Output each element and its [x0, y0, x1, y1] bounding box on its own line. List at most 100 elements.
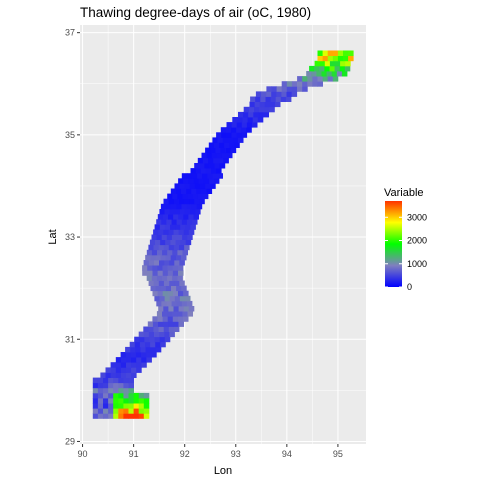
- heatmap-cell: [190, 168, 196, 174]
- heatmap-cell: [329, 65, 335, 72]
- heatmap-cell: [327, 76, 334, 82]
- heatmap-cell: [336, 71, 343, 77]
- heatmap-cell: [152, 265, 158, 271]
- heatmap-cell: [220, 127, 227, 133]
- heatmap-cell: [198, 178, 205, 184]
- heatmap-cell: [133, 403, 140, 409]
- heatmap-cell: [257, 117, 264, 123]
- heatmap-cell: [269, 101, 276, 108]
- heatmap-cell: [131, 362, 137, 368]
- heatmap-cell: [159, 209, 165, 215]
- heatmap-cell: [120, 372, 127, 378]
- heatmap-cell: [143, 260, 150, 266]
- heatmap-cell: [186, 173, 193, 179]
- heatmap-cell: [120, 362, 127, 368]
- heatmap-cell: [329, 60, 336, 67]
- heatmap-cell: [92, 377, 99, 384]
- heatmap-cell: [97, 392, 104, 399]
- heatmap-cell: [123, 377, 129, 384]
- heatmap-cell: [191, 203, 198, 210]
- heatmap-cell: [143, 413, 150, 419]
- heatmap-cell: [176, 285, 182, 292]
- heatmap-cell: [161, 219, 167, 225]
- heatmap-cell: [134, 341, 141, 348]
- heatmap-cell: [226, 122, 232, 128]
- heatmap-cell: [213, 178, 220, 184]
- heatmap-cell: [179, 260, 185, 266]
- heatmap-cell: [192, 193, 199, 200]
- heatmap-cell: [128, 398, 134, 404]
- heatmap-cell: [92, 382, 99, 389]
- heatmap-cell: [225, 127, 232, 133]
- heatmap-cell: [153, 326, 159, 332]
- heatmap-cell: [171, 300, 178, 307]
- heatmap-cell: [164, 295, 171, 302]
- heatmap-cell: [186, 188, 192, 194]
- heatmap-cell: [221, 132, 227, 138]
- heatmap-cell: [97, 403, 104, 409]
- heatmap-cell: [186, 219, 193, 225]
- heatmap-cell: [208, 157, 214, 164]
- heatmap-cell: [193, 178, 199, 184]
- heatmap-cell: [172, 270, 179, 276]
- heatmap-cell: [312, 76, 318, 82]
- heatmap-cell: [208, 142, 215, 148]
- heatmap-cell: [162, 270, 169, 276]
- heatmap-cell: [123, 392, 129, 399]
- heatmap-cell: [212, 173, 218, 179]
- heatmap-cell: [160, 341, 166, 348]
- heatmap-cell: [171, 285, 177, 292]
- heatmap-cell: [190, 224, 196, 230]
- heatmap-cell: [181, 254, 187, 261]
- heatmap-cell: [178, 229, 185, 235]
- heatmap-cell: [173, 214, 179, 220]
- heatmap-cell: [202, 173, 208, 179]
- heatmap-cell: [231, 127, 237, 133]
- heatmap-cell: [266, 86, 272, 92]
- heatmap-cell: [145, 341, 151, 348]
- heatmap-cell: [167, 249, 173, 256]
- heatmap-cell: [317, 76, 323, 82]
- heatmap-cell: [166, 219, 172, 225]
- heatmap-cell: [120, 357, 127, 363]
- y-tick-label: 35: [65, 130, 75, 140]
- heatmap-cell: [147, 321, 154, 327]
- heatmap-cell: [205, 168, 212, 174]
- heatmap-cell: [221, 152, 228, 159]
- heatmap-cell: [163, 229, 169, 235]
- heatmap-cell: [276, 86, 283, 92]
- heatmap-cell: [321, 71, 327, 77]
- heatmap-cell: [129, 341, 136, 348]
- heatmap-cell: [252, 122, 258, 128]
- heatmap-cell: [188, 214, 194, 220]
- heatmap-cell: [258, 111, 264, 118]
- heatmap-cell: [140, 346, 146, 353]
- heatmap-cell: [242, 117, 248, 123]
- heatmap-cell: [270, 96, 277, 102]
- heatmap-cell: [143, 331, 150, 338]
- heatmap-cell: [194, 163, 200, 169]
- heatmap-cell: [172, 193, 178, 200]
- heatmap-cell: [216, 132, 222, 138]
- heatmap-cell: [167, 265, 174, 271]
- heatmap-cell: [179, 183, 186, 189]
- heatmap-cell: [156, 311, 163, 317]
- heatmap-cell: [188, 306, 195, 312]
- heatmap-cell: [209, 163, 215, 169]
- heatmap-cell: [108, 408, 114, 414]
- heatmap-cell: [334, 65, 341, 72]
- heatmap-cell: [252, 117, 259, 123]
- heatmap-cell: [173, 229, 179, 235]
- heatmap-cell: [174, 280, 180, 286]
- heatmap-cell: [158, 244, 165, 251]
- heatmap-cell: [163, 321, 169, 327]
- heatmap-cell: [281, 81, 288, 87]
- heatmap-cell: [322, 55, 329, 62]
- heatmap-cell: [175, 188, 182, 194]
- heatmap-cell: [206, 188, 213, 194]
- heatmap-cell: [261, 91, 267, 97]
- heatmap-cell: [348, 55, 354, 62]
- heatmap-cell: [172, 275, 178, 281]
- heatmap-cell: [227, 152, 233, 159]
- heatmap-cell: [183, 229, 190, 235]
